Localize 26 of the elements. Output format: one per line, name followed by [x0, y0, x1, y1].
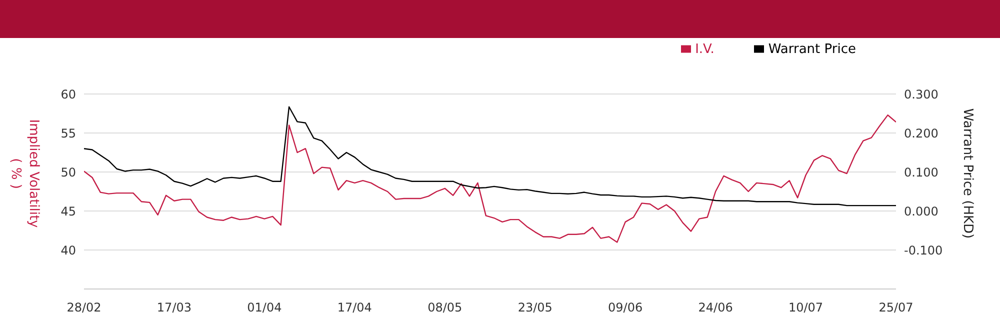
y2-tick-label: 0.300 [904, 87, 938, 102]
legend-label: Warrant Price [768, 42, 856, 57]
line-series [84, 114, 896, 243]
x-tick-label: 08/05 [428, 300, 462, 315]
y2-tick-label: 0.000 [904, 204, 938, 218]
y-tick-label: 40 [60, 243, 76, 258]
y2-tick-label: 0.200 [904, 126, 938, 140]
y-axis-title: Implied Volatility ( % ) [8, 119, 41, 228]
line-series [84, 106, 896, 206]
y-tick-label: 45 [60, 204, 76, 218]
x-tick-label: 25/07 [878, 300, 914, 315]
y-tick-label: 55 [60, 126, 76, 140]
x-tick-label: 10/07 [788, 300, 824, 315]
y2-tick-label: -0.100 [904, 243, 943, 258]
y2-tick-label: 0.100 [904, 165, 938, 180]
x-tick-label: 17/04 [337, 300, 372, 315]
y2-axis-title: Warrant Price (HKD) [960, 108, 975, 239]
y-tick-label: 50 [60, 165, 76, 180]
legend-label: I.V. [695, 42, 714, 57]
x-tick-label: 28/02 [66, 300, 102, 315]
x-tick-label: 23/05 [518, 300, 552, 315]
x-tick-label: 01/04 [247, 300, 282, 315]
x-tick-label: 24/06 [698, 300, 733, 315]
x-tick-label: 17/03 [156, 300, 192, 315]
y-tick-label: 60 [60, 87, 76, 102]
x-tick-label: 09/06 [608, 300, 643, 315]
